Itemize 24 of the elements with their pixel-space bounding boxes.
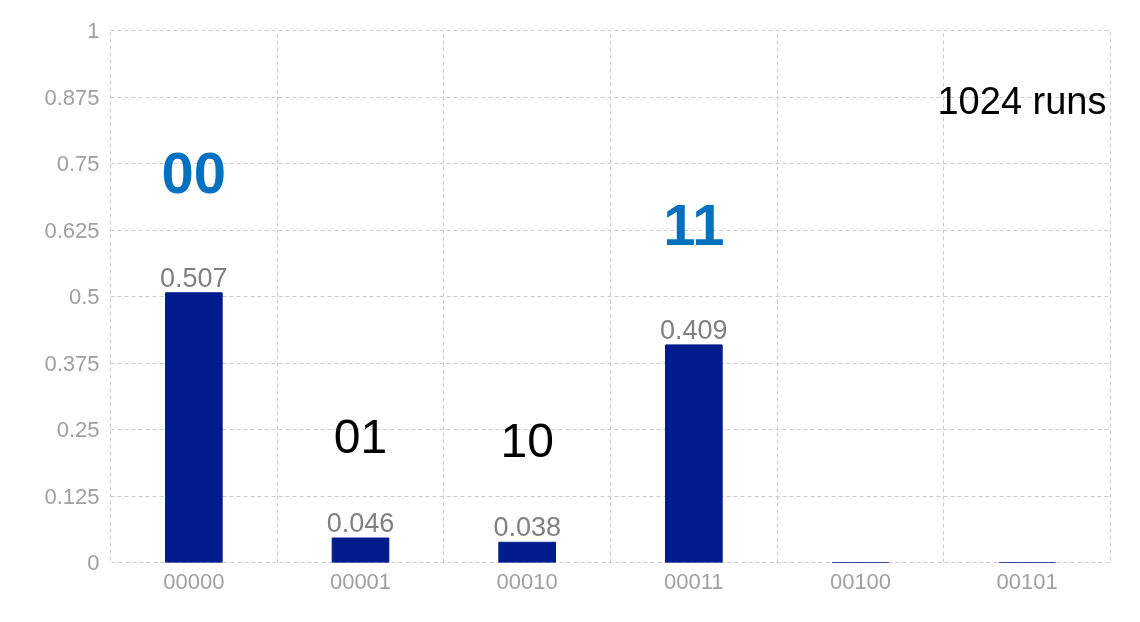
annotation: 10 [500,414,554,468]
y-tick-label: 0 [87,550,100,575]
x-tick-label: 00000 [163,568,225,594]
data-label: 0.038 [493,512,561,543]
y-tick-label: 0.375 [44,350,100,376]
x-tick-label: 00101 [996,568,1058,594]
y-tick-label: 0.25 [56,417,100,442]
y-tick-label: 0.625 [44,217,100,243]
data-label: 0.046 [326,508,395,539]
x-tick-label: 00100 [829,568,892,594]
y-tick-label: 0.5 [68,284,100,309]
annotation: 00 [161,139,227,205]
data-label: 0.409 [660,314,728,345]
y-tick-label: 0.125 [44,483,100,509]
y-tick-label: 1 [87,18,100,43]
x-tick-label: 00010 [496,568,558,594]
annotation: 1024 runs [937,79,1107,122]
x-tick-label: 00001 [329,568,392,594]
data-label: 0.507 [160,262,228,293]
annotation: 01 [333,410,388,464]
y-tick-label: 0.875 [44,84,100,110]
annotation: 11 [663,191,725,257]
y-tick-label: 0.75 [56,151,100,176]
x-tick-label: 00011 [664,568,724,594]
